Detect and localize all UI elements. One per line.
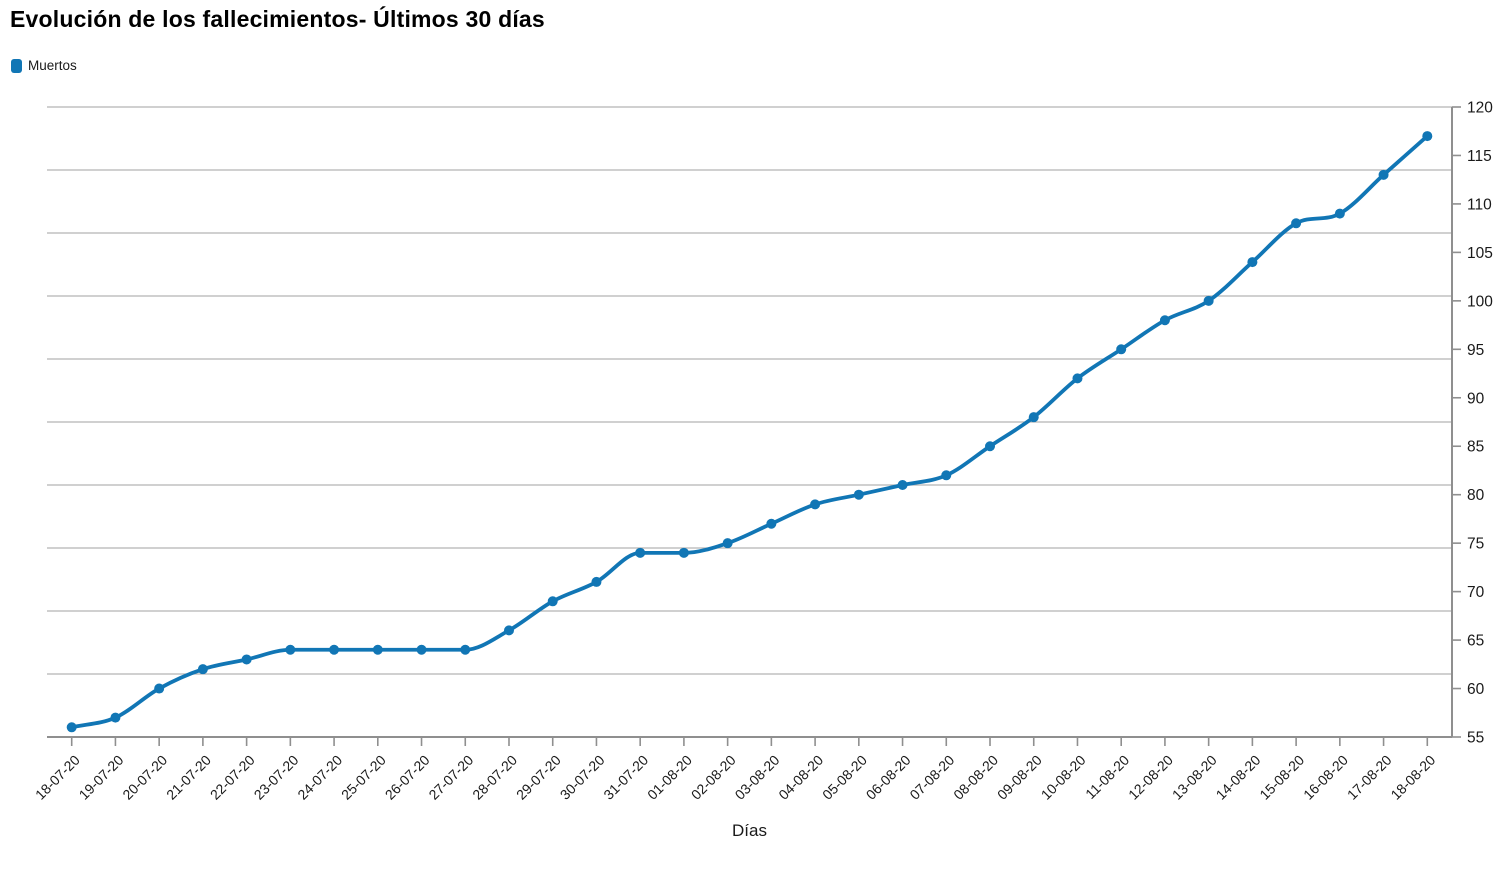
data-point[interactable] [985, 441, 996, 452]
data-point[interactable] [591, 576, 602, 587]
data-point[interactable] [241, 654, 252, 665]
x-tick-label: 29-07-20 [513, 752, 564, 803]
legend-swatch-icon [11, 58, 22, 73]
y-tick-label: 110 [1467, 196, 1492, 213]
data-point[interactable] [329, 644, 340, 655]
data-point[interactable] [1028, 412, 1039, 423]
chart-svg: 55 60 65 70 75 80 85 90 95 100 105 110 115 120 18-07-2… [32, 100, 1493, 841]
x-tick-label: 01-08-20 [644, 752, 695, 803]
x-tick-label: 03-08-20 [732, 752, 783, 803]
x-tick-label: 18-08-20 [1387, 752, 1438, 803]
y-tick-label: 120 [1467, 100, 1493, 117]
x-tick-label: 14-08-20 [1213, 752, 1264, 803]
data-point[interactable] [66, 722, 77, 733]
data-point[interactable] [1247, 257, 1258, 268]
y-tick-label: 105 [1467, 245, 1493, 262]
data-point[interactable] [853, 489, 864, 500]
x-tick-label: 28-07-20 [469, 752, 520, 803]
data-point[interactable] [766, 518, 777, 529]
data-point[interactable] [503, 625, 514, 636]
data-point[interactable] [1072, 373, 1083, 384]
data-point[interactable] [372, 644, 383, 655]
data-point[interactable] [941, 470, 952, 481]
data-point[interactable] [197, 664, 208, 675]
x-tick-label: 22-07-20 [207, 752, 258, 803]
data-point[interactable] [1291, 218, 1302, 229]
x-tick-label: 25-07-20 [338, 752, 389, 803]
x-tick-label: 16-08-20 [1300, 752, 1351, 803]
x-tick-label: 06-08-20 [863, 752, 914, 803]
x-tick-label: 07-08-20 [906, 752, 957, 803]
legend-label: Muertos [28, 58, 77, 73]
data-point[interactable] [1334, 208, 1345, 219]
x-tick-label: 10-08-20 [1038, 752, 1089, 803]
data-point[interactable] [1378, 169, 1389, 180]
x-tick-label: 20-07-20 [119, 752, 170, 803]
x-tick-label: 27-07-20 [425, 752, 476, 803]
data-point[interactable] [1422, 131, 1433, 142]
x-tick-label: 30-07-20 [557, 752, 608, 803]
data-point[interactable] [635, 547, 646, 558]
x-tick-label: 13-08-20 [1169, 752, 1220, 803]
y-tick-label: 115 [1467, 148, 1492, 165]
series-line-muertos [69, 134, 1430, 730]
chart-area: 55 60 65 70 75 80 85 90 95 100 105 110 115 120 18-07-2… [0, 90, 1507, 891]
y-tick-label: 65 [1467, 633, 1484, 650]
x-tick-label: 05-08-20 [819, 752, 870, 803]
data-point[interactable] [810, 499, 821, 510]
x-tick-label: 04-08-20 [775, 752, 826, 803]
y-tick-label: 95 [1467, 342, 1484, 359]
legend-item-muertos[interactable]: Muertos [11, 58, 77, 73]
data-point[interactable] [547, 596, 558, 607]
y-tick-label: 85 [1467, 439, 1484, 456]
x-tick-label: 17-08-20 [1344, 752, 1395, 803]
y-tick-label: 75 [1467, 536, 1484, 553]
data-point[interactable] [722, 538, 733, 549]
data-point[interactable] [460, 644, 471, 655]
data-point[interactable] [285, 644, 296, 655]
y-tick-label: 90 [1467, 390, 1485, 407]
page-title: Evolución de los fallecimientos- Últimos… [10, 6, 545, 32]
x-tick-label: 26-07-20 [382, 752, 433, 803]
x-tick-label: 11-08-20 [1082, 752, 1132, 802]
y-tick-label: 70 [1467, 584, 1485, 601]
data-point[interactable] [897, 480, 908, 490]
x-tick-label: 21-07-20 [163, 752, 214, 803]
data-point[interactable] [1116, 344, 1127, 355]
data-point[interactable] [154, 683, 165, 694]
y-tick-label: 55 [1467, 730, 1484, 747]
y-tick-label: 80 [1467, 487, 1485, 504]
data-point[interactable] [1203, 295, 1214, 306]
x-tick-label: 15-08-20 [1256, 752, 1307, 803]
x-tick-label: 19-07-20 [76, 752, 127, 803]
data-point[interactable] [678, 547, 689, 558]
data-point[interactable] [1159, 315, 1170, 326]
x-tick-label: 24-07-20 [294, 752, 345, 803]
data-point[interactable] [416, 644, 427, 655]
data-point[interactable] [110, 712, 121, 723]
x-tick-label: 23-07-20 [251, 752, 302, 803]
x-tick-label: 12-08-20 [1125, 752, 1176, 803]
x-tick-label: 18-07-20 [32, 752, 83, 803]
x-tick-label: 09-08-20 [994, 752, 1045, 803]
y-tick-label: 100 [1467, 293, 1493, 310]
x-tick-label: 31-07-20 [600, 752, 651, 803]
x-tick-label: 02-08-20 [688, 752, 739, 803]
x-axis-title: Días [732, 821, 767, 840]
y-tick-label: 60 [1467, 681, 1485, 698]
x-tick-label: 08-08-20 [950, 752, 1001, 803]
